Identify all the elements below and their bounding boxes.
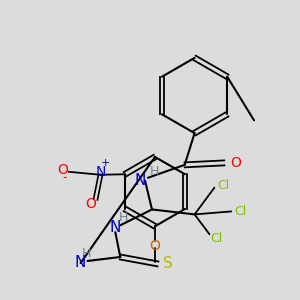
Text: S: S	[163, 256, 172, 272]
Text: O: O	[85, 196, 96, 211]
Text: O: O	[57, 163, 68, 177]
Text: Cl: Cl	[218, 179, 230, 192]
Text: H: H	[82, 247, 91, 260]
Text: Cl: Cl	[210, 232, 223, 245]
Text: N: N	[110, 220, 121, 235]
Text: N: N	[75, 255, 86, 270]
Text: Cl: Cl	[234, 205, 247, 218]
Text: O: O	[149, 239, 161, 253]
Text: -: -	[62, 171, 67, 184]
Text: N: N	[95, 165, 106, 179]
Text: N: N	[134, 173, 146, 188]
Text: H: H	[150, 165, 159, 178]
Text: H: H	[118, 211, 128, 224]
Text: O: O	[230, 156, 241, 170]
Text: +: +	[101, 158, 110, 168]
